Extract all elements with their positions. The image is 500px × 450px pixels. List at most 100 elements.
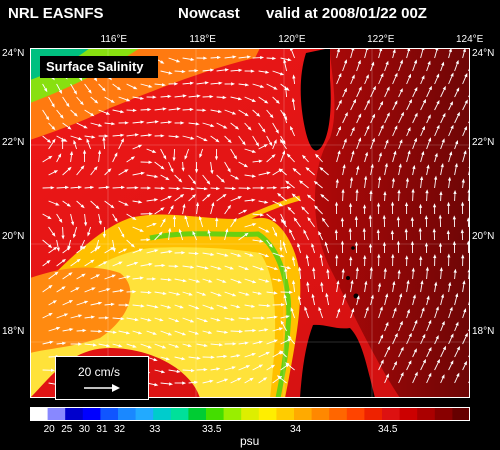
current-arrow (440, 165, 443, 176)
current-arrow (238, 233, 247, 241)
current-arrow (104, 96, 113, 102)
current-arrowhead (80, 245, 84, 250)
current-arrow (104, 200, 113, 208)
current-arrowhead (152, 331, 157, 335)
current-arrowhead (120, 110, 125, 114)
current-arrowhead (210, 123, 215, 127)
current-arrow (126, 262, 137, 267)
current-arrowhead (320, 193, 325, 198)
current-arrow (392, 74, 397, 85)
current-arrow (62, 226, 64, 238)
current-arrow (420, 178, 423, 189)
current-arrowhead (96, 245, 101, 250)
island (353, 293, 359, 299)
current-arrowhead (264, 100, 269, 104)
current-arrowhead (139, 228, 144, 232)
current-arrow (398, 165, 401, 176)
current-arrowhead (383, 267, 387, 272)
current-arrowhead (132, 344, 137, 348)
current-arrow (56, 186, 67, 189)
current-arrowhead (264, 328, 269, 332)
current-arrow (48, 96, 54, 106)
current-arrow (280, 57, 290, 61)
current-arrow (182, 265, 192, 268)
current-arrow (398, 61, 403, 72)
current-arrowhead (78, 137, 83, 141)
current-arrowhead (162, 291, 167, 295)
current-arrowhead (258, 364, 264, 368)
current-arrowhead (399, 320, 403, 325)
current-arrow (146, 249, 157, 254)
current-arrowhead (325, 292, 329, 297)
current-arrow (342, 191, 344, 202)
current-arrow (174, 95, 185, 98)
current-arrowhead (76, 258, 81, 263)
current-arrowhead (382, 214, 386, 219)
current-arrowhead (435, 335, 439, 340)
current-arrowhead (382, 241, 387, 246)
current-arrowhead (161, 370, 166, 374)
current-arrowhead (413, 348, 417, 353)
current-arrowhead (410, 216, 414, 221)
current-arrowhead (384, 162, 388, 167)
current-arrowhead (393, 150, 397, 155)
current-arrowhead (414, 371, 418, 376)
current-arrowhead (427, 60, 431, 65)
current-arrowhead (251, 98, 257, 102)
current-arrow (56, 83, 62, 93)
colorbar-swatch (47, 407, 66, 421)
current-arrowhead (283, 111, 287, 117)
current-arrowhead (50, 186, 55, 190)
current-arrowhead (159, 318, 164, 322)
current-arrow (304, 231, 310, 241)
current-arrow (103, 139, 106, 150)
current-arrowhead (172, 157, 176, 162)
colorbar-tick-label: 31 (96, 424, 108, 435)
latitude-label-right: 22°N (472, 136, 495, 148)
current-arrowhead (55, 202, 60, 206)
current-arrowhead (158, 231, 163, 236)
current-arrowhead (148, 160, 153, 164)
current-arrow (342, 295, 346, 306)
current-arrowhead (410, 240, 415, 245)
current-arrowhead (247, 126, 252, 131)
current-arrowhead (355, 266, 359, 271)
current-arrow (293, 282, 296, 293)
current-arrow (160, 70, 171, 74)
current-arrowhead (385, 373, 389, 378)
current-arrow (70, 135, 81, 140)
current-arrowhead (168, 227, 172, 232)
current-arrowhead (133, 86, 138, 90)
current-arrowhead (290, 125, 294, 131)
current-arrowhead (92, 343, 97, 347)
current-arrowhead (421, 75, 425, 80)
colorbar-swatch (188, 407, 207, 421)
colorbar-swatch (434, 407, 453, 421)
current-arrow (285, 270, 288, 280)
current-arrowhead (194, 69, 199, 73)
current-arrowhead (103, 261, 108, 265)
current-arrow (426, 191, 428, 202)
current-arrow (160, 121, 170, 124)
current-arrow (90, 246, 100, 254)
current-arrowhead (56, 247, 60, 252)
current-arrowhead (152, 223, 157, 227)
current-arrowhead (406, 279, 410, 284)
current-arrowhead (120, 138, 124, 143)
current-arrowhead (449, 101, 453, 106)
current-arrowhead (369, 190, 373, 194)
current-arrowhead (358, 137, 362, 142)
current-arrowhead (464, 99, 468, 104)
current-arrowhead (340, 217, 344, 222)
current-arrowhead (320, 281, 324, 286)
current-arrow (286, 363, 295, 371)
current-arrowhead (337, 150, 341, 155)
current-arrowhead (231, 82, 235, 86)
current-arrowhead (194, 380, 199, 384)
current-arrow (104, 330, 115, 333)
current-arrow (244, 278, 255, 283)
current-arrow (210, 204, 214, 215)
colorbar-swatch (452, 407, 470, 421)
current-arrowhead (456, 346, 460, 351)
current-arrowhead (298, 180, 303, 184)
